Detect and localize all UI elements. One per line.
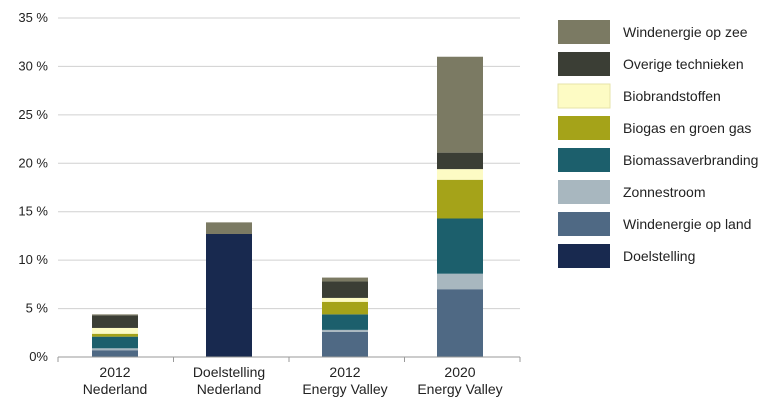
x-axis-category-labels: 2012NederlandDoelstellingNederland2012En…: [83, 364, 503, 397]
legend-swatch: [558, 116, 610, 140]
legend-swatch: [557, 83, 611, 109]
legend-label: Biomassaverbranding: [623, 152, 758, 168]
y-tick-label: 5 %: [26, 301, 49, 316]
bar-segment: [322, 331, 368, 357]
x-category-label: Nederland: [83, 381, 148, 397]
bar-segment: [322, 301, 368, 315]
bar-segment: [92, 314, 138, 316]
bar-segment: [437, 179, 483, 219]
bar-segment: [437, 218, 483, 274]
y-tick-label: 15 %: [18, 204, 48, 219]
x-category-label: 2020: [444, 364, 475, 380]
x-category-label: Energy Valley: [302, 381, 387, 397]
gridlines: [58, 17, 520, 310]
x-category-label: 2012: [329, 364, 360, 380]
x-category-label: 2012: [99, 364, 130, 380]
bar-segment: [92, 315, 138, 328]
y-tick-label: 30 %: [18, 58, 48, 73]
legend-label: Biogas en groen gas: [623, 120, 751, 136]
legend-swatch: [558, 180, 610, 204]
bar-segment: [437, 273, 483, 290]
bar-segment: [322, 314, 368, 330]
bar-segment: [322, 329, 368, 332]
legend-swatch: [558, 52, 610, 76]
legend-label: Zonnestroom: [623, 184, 705, 200]
y-axis-tick-labels: 0% 5 % 10 % 15 % 20 % 25 % 30 % 35 %: [18, 10, 48, 364]
legend-swatch: [558, 148, 610, 172]
bar-segment: [92, 333, 138, 337]
bar-segment: [206, 233, 252, 357]
legend: Windenergie op zee Overige technieken Biob…: [557, 20, 758, 268]
bar-segment: [92, 348, 138, 351]
bar-segment: [437, 152, 483, 170]
bar-segment: [322, 281, 368, 298]
bar-segment: [92, 336, 138, 349]
legend-label: Windenergie op zee: [623, 24, 748, 40]
bar-segment: [206, 222, 252, 234]
bar-segment: [322, 277, 368, 282]
bar-segment: [92, 350, 138, 357]
bar-segment: [322, 297, 368, 302]
legend-swatch: [558, 20, 610, 44]
bar-segment: [437, 169, 483, 180]
y-tick-label: 10 %: [18, 252, 48, 267]
legend-label: Doelstelling: [623, 248, 695, 264]
x-axis: [57, 356, 521, 362]
x-category-label: Energy Valley: [417, 381, 502, 397]
x-category-label: Nederland: [197, 381, 262, 397]
y-tick-label: 35 %: [18, 10, 48, 25]
legend-swatch: [558, 244, 610, 268]
x-category-label: Doelstelling: [193, 364, 265, 380]
legend-label: Biobrandstoffen: [623, 88, 721, 104]
legend-label: Windenergie op land: [623, 216, 751, 232]
bar-segment: [437, 289, 483, 357]
bars: [92, 56, 483, 357]
y-tick-label: 0%: [29, 349, 48, 364]
bar-segment: [437, 56, 483, 153]
y-tick-label: 25 %: [18, 107, 48, 122]
y-tick-label: 20 %: [18, 155, 48, 170]
legend-label: Overige technieken: [623, 56, 744, 72]
bar-segment: [92, 327, 138, 334]
legend-swatch: [558, 212, 610, 236]
